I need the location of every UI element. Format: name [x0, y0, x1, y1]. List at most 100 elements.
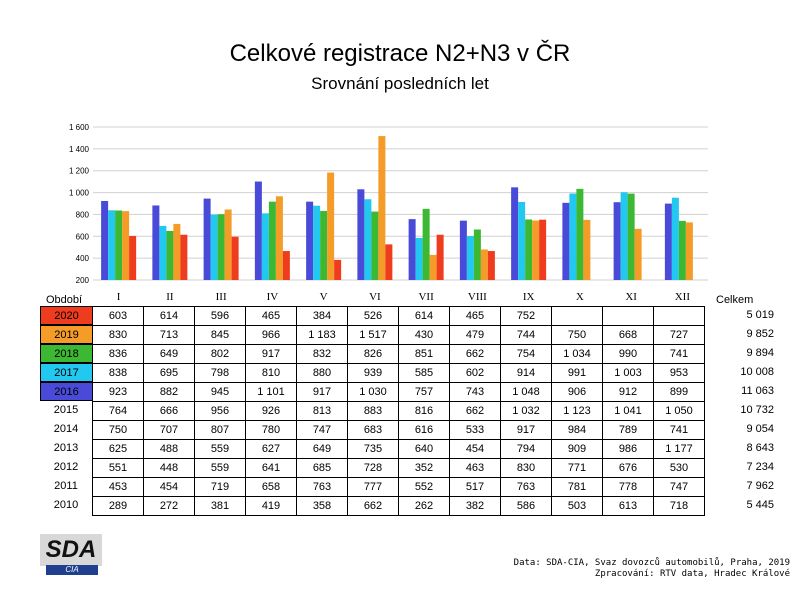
table-cell: 1 101 — [245, 382, 297, 402]
table-cell: 807 — [194, 420, 246, 440]
y-tick-label: 1 000 — [69, 189, 90, 198]
table-cell — [602, 306, 654, 326]
bar — [166, 230, 174, 280]
bar — [275, 196, 283, 280]
table-cell: 917 — [296, 382, 348, 402]
table-cell: 551 — [92, 458, 144, 478]
x-tick-label: VII — [418, 291, 434, 300]
table-cell: 517 — [449, 477, 501, 497]
y-tick-label: 1 600 — [69, 123, 90, 132]
table-cell: 763 — [296, 477, 348, 497]
table-cell: 810 — [245, 363, 297, 383]
bar — [634, 228, 642, 280]
table-cell: 479 — [449, 325, 501, 345]
total-column: 5 019 9 852 9 894 10 008 11 063 10 732 9 054 8 … — [708, 306, 774, 515]
bar — [122, 211, 130, 280]
bar — [562, 202, 570, 280]
table-cell: 727 — [653, 325, 705, 345]
bar — [576, 188, 584, 280]
year-label: 2016 — [40, 382, 92, 401]
table-row: 838 695 798 810 880 939 585 602 914 991 1 003 953 — [92, 363, 705, 383]
bar — [306, 201, 314, 280]
year-label: 2019 — [40, 325, 92, 344]
table-cell: 1 183 — [296, 325, 348, 345]
x-tick-label: VI — [369, 291, 381, 300]
table-cell: 616 — [398, 420, 450, 440]
x-tick-label: I — [117, 291, 121, 300]
logo-main-text: SDA — [45, 536, 97, 563]
table-cell: 1 048 — [500, 382, 552, 402]
table-cell: 625 — [92, 439, 144, 459]
table-cell: 939 — [347, 363, 399, 383]
table-cell: 991 — [551, 363, 603, 383]
table-cell: 832 — [296, 344, 348, 364]
row-total: 8 643 — [746, 442, 774, 454]
table-cell: 966 — [245, 325, 297, 345]
bar — [459, 220, 467, 280]
bar — [357, 189, 365, 280]
table-cell: 586 — [500, 496, 552, 516]
bar — [159, 225, 167, 280]
table-cell: 676 — [602, 458, 654, 478]
table-cell: 559 — [194, 439, 246, 459]
x-tick-label: IV — [267, 291, 279, 300]
bar — [129, 235, 137, 280]
table-cell: 1 123 — [551, 401, 603, 421]
table-cell: 750 — [92, 420, 144, 440]
bar — [261, 213, 269, 280]
data-table: 603 614 596 465 384 526 614 465 752 830 713 845 966 1… — [92, 306, 705, 516]
table-cell: 789 — [602, 420, 654, 440]
table-cell: 917 — [245, 344, 297, 364]
table-cell: 926 — [245, 401, 297, 421]
table-cell: 763 — [500, 477, 552, 497]
table-cell: 352 — [398, 458, 450, 478]
table-row: 603 614 596 465 384 526 614 465 752 — [92, 306, 705, 326]
bar — [203, 198, 211, 280]
table-cell: 912 — [602, 382, 654, 402]
bar — [627, 193, 635, 280]
table-cell: 713 — [143, 325, 195, 345]
row-total: 5 019 — [746, 309, 774, 321]
table-cell: 984 — [551, 420, 603, 440]
table-cell: 381 — [194, 496, 246, 516]
table-cell: 798 — [194, 363, 246, 383]
table-cell: 851 — [398, 344, 450, 364]
table-cell: 559 — [194, 458, 246, 478]
row-total: 7 234 — [746, 461, 774, 473]
table-cell: 836 — [92, 344, 144, 364]
table-cell: 830 — [92, 325, 144, 345]
table-cell: 649 — [296, 439, 348, 459]
bar — [108, 210, 116, 280]
table-row: 836 649 802 917 832 826 851 662 754 1 034 990 741 — [92, 344, 705, 364]
table-cell: 754 — [500, 344, 552, 364]
table-cell: 899 — [653, 382, 705, 402]
table-cell — [653, 306, 705, 326]
table-cell: 1 003 — [602, 363, 654, 383]
table-cell: 1 177 — [653, 439, 705, 459]
table-cell: 614 — [143, 306, 195, 326]
bar — [152, 205, 160, 280]
table-cell: 419 — [245, 496, 297, 516]
table-cell: 794 — [500, 439, 552, 459]
bar — [327, 172, 335, 280]
bar — [231, 236, 239, 280]
total-header: Celkem — [716, 294, 754, 306]
table-cell: 771 — [551, 458, 603, 478]
table-cell: 658 — [245, 477, 297, 497]
table-cell: 552 — [398, 477, 450, 497]
x-tick-label: III — [216, 291, 227, 300]
bar — [378, 136, 386, 280]
bar — [620, 192, 628, 280]
year-label: 2018 — [40, 344, 92, 363]
table-cell: 454 — [449, 439, 501, 459]
table-cell: 465 — [449, 306, 501, 326]
bar — [210, 214, 218, 280]
table-cell: 764 — [92, 401, 144, 421]
table-row: 830 713 845 966 1 183 1 517 430 479 744 750 668 727 — [92, 325, 705, 345]
table-cell: 838 — [92, 363, 144, 383]
x-tick-label: IX — [523, 291, 535, 300]
bar — [101, 200, 109, 280]
table-cell: 662 — [347, 496, 399, 516]
bar — [217, 214, 225, 280]
logo-background — [40, 534, 102, 566]
